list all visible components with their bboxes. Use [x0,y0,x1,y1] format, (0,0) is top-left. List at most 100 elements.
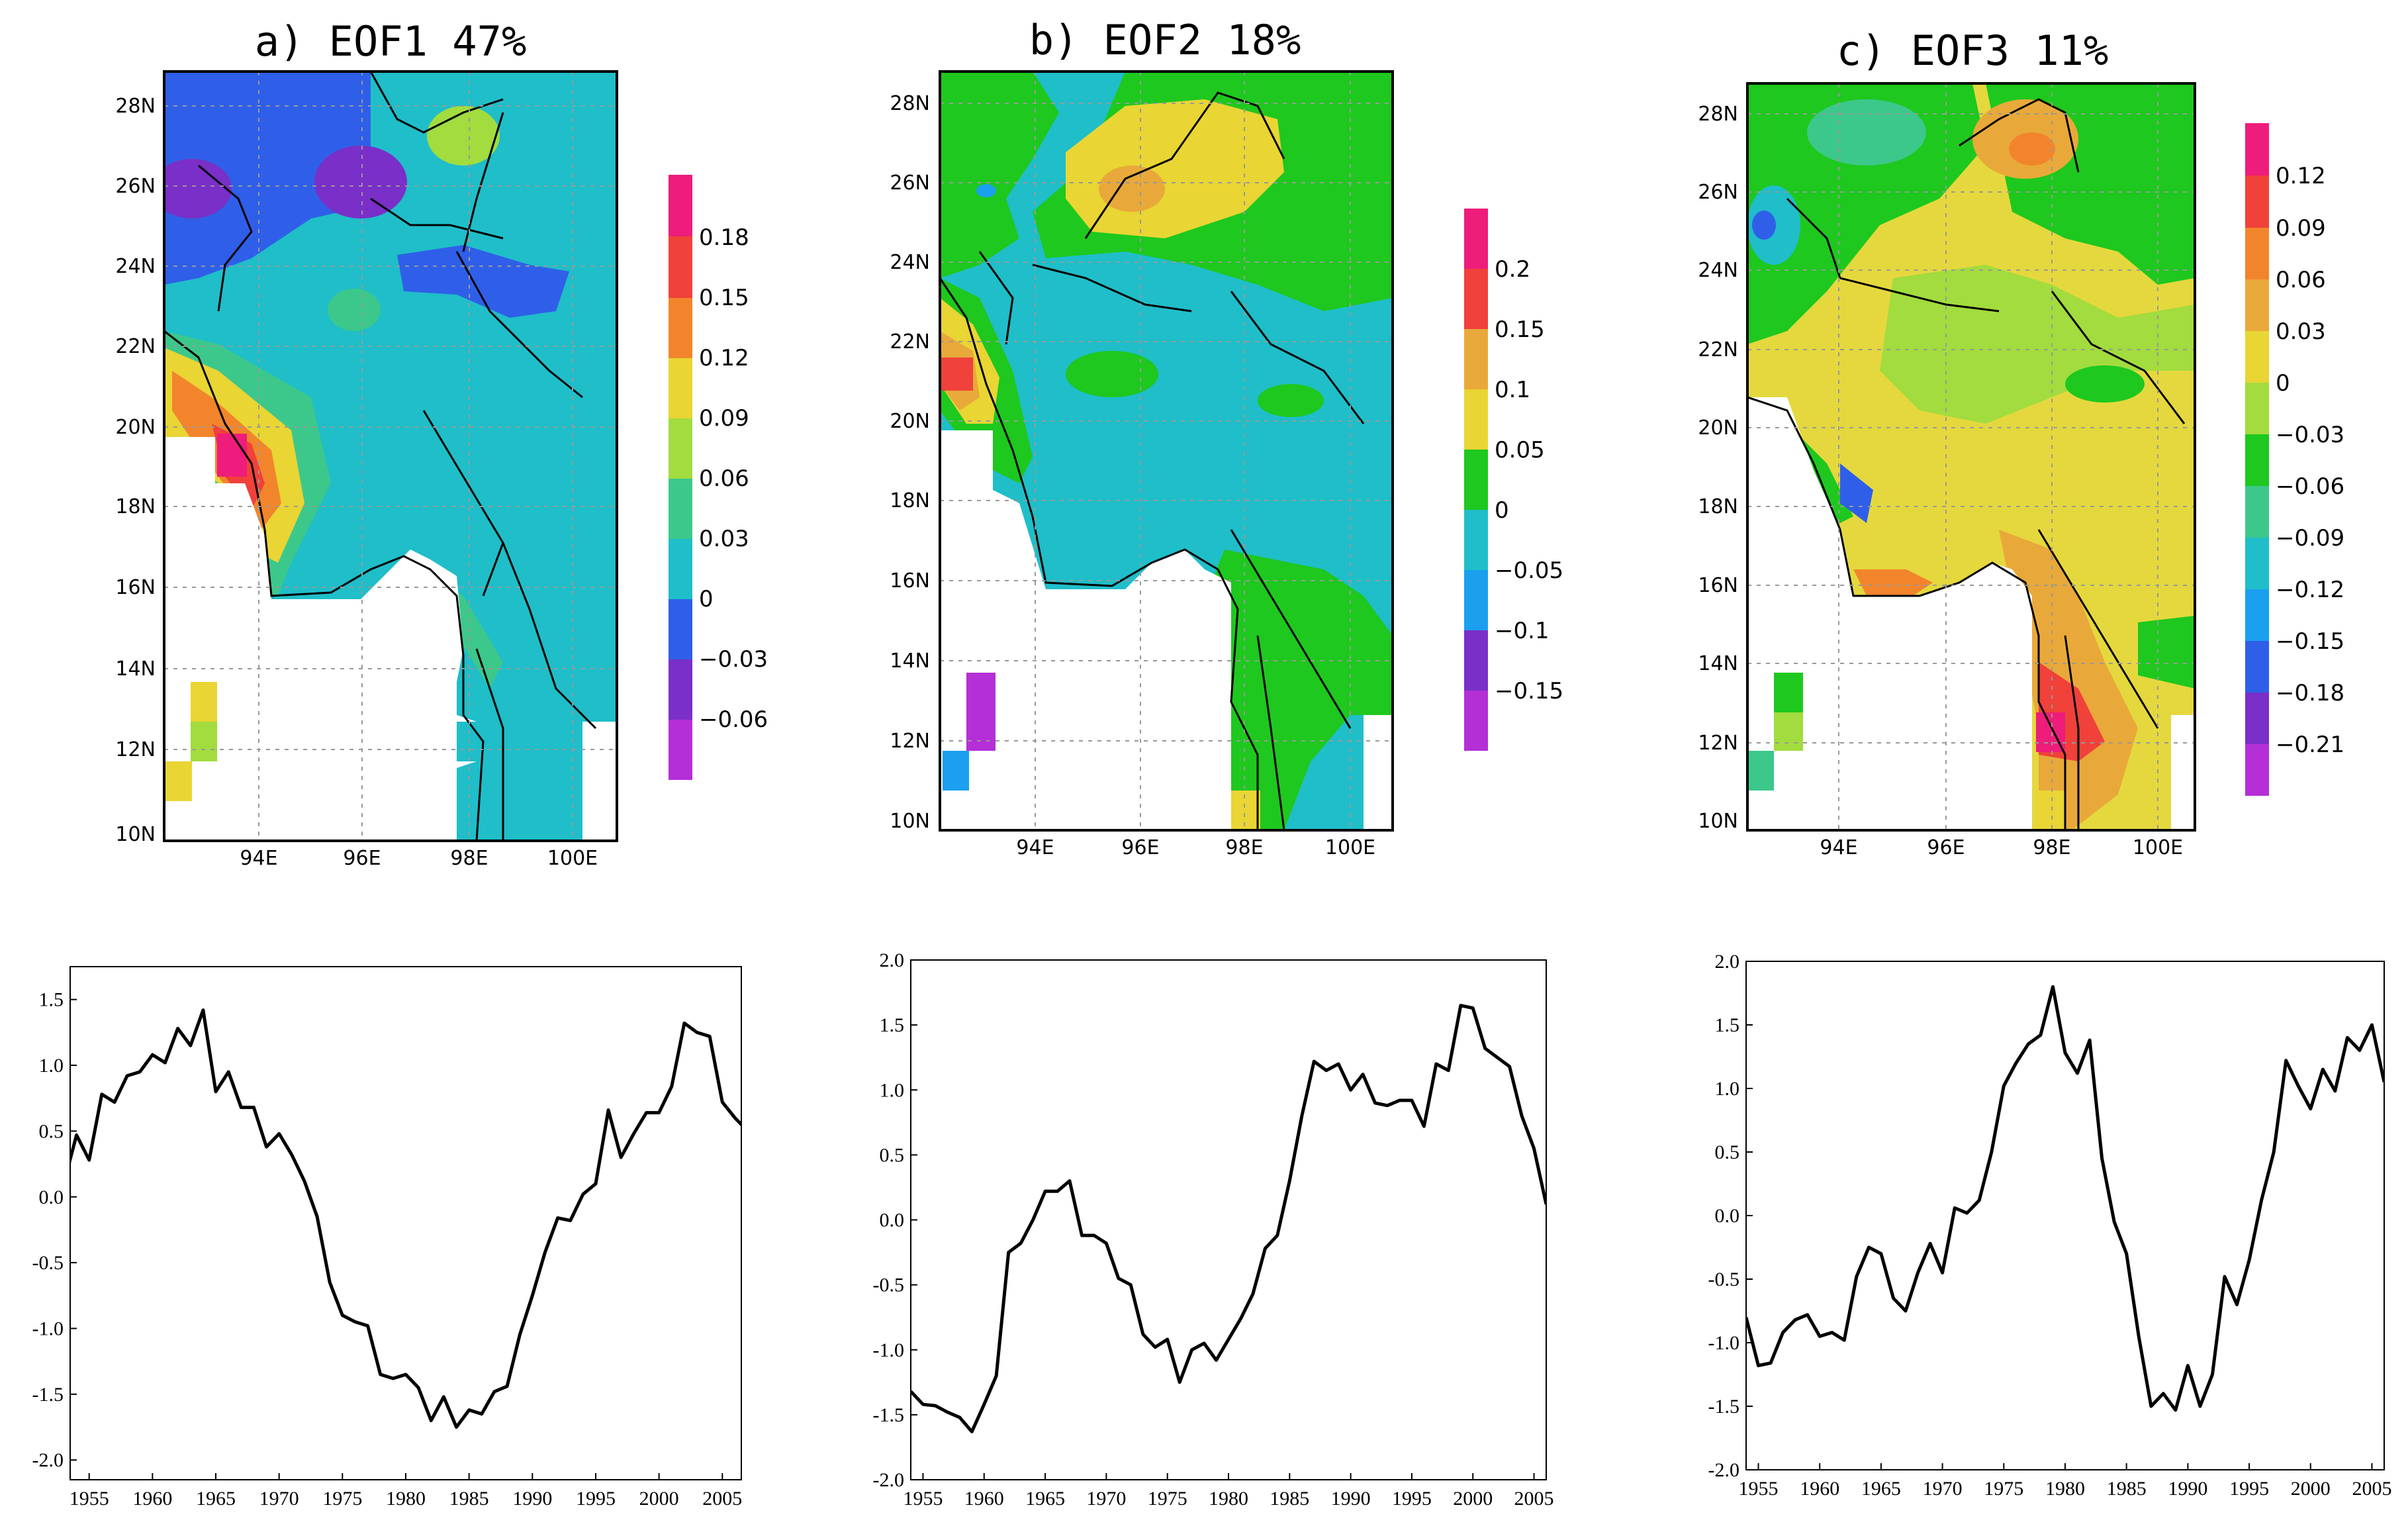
lat-tick-label: 16N [115,576,156,599]
lat-tick-labels: 28N 26N 24N 22N 20N 18N 16N 14N 12N 10N [890,92,930,833]
lon-tick-label: 98E [1225,836,1263,859]
x-tick-label: 1975 [322,1488,362,1510]
lat-tick-label: 10N [115,823,156,846]
lon-tick-label: 100E [547,847,598,870]
x-tick-label: 1975 [1984,1478,2023,1500]
x-tick-label: 2005 [1514,1488,1554,1510]
lat-tick-label: 12N [890,730,930,753]
lat-tick-label: 28N [115,95,156,118]
contour-coast-red [940,358,973,391]
x-tick-label: 1960 [132,1488,172,1510]
contour-green-patch [2065,365,2145,403]
map-title-eof1: a) EOF1 47% [255,17,527,66]
lat-tick-labels: 28N 26N 24N 22N 20N 18N 16N 14N 12N 10N [1698,103,1738,833]
plot-frame [910,959,1547,1480]
contour-teal-north [1807,99,1926,166]
y-tick-label: 2.0 [880,949,905,971]
colorbar-tick-label: −0.18 [2276,680,2344,706]
x-tick-label: 1965 [1861,1478,1901,1500]
map-panel-eof2: b) EOF2 18% [890,16,1563,859]
colorbar-tick-label: −0.03 [699,646,768,673]
ocean-se-notch [2171,715,2195,830]
y-tick-label: 0.5 [1715,1141,1740,1163]
lat-tick-label: 26N [115,175,156,198]
colorbar-tick-label: −0.06 [699,706,768,733]
colorbar-segment [2245,279,2269,331]
land-andaman-top [191,682,217,722]
map-frame [939,70,1394,832]
lat-tick-labels: 28N 26N 24N 22N 20N 18N 16N 14N 12N 10N [115,95,156,846]
colorbar-segment [1464,691,1488,751]
grid-lines [940,72,1393,830]
colorbar-segment [2245,589,2269,641]
colorbar-tick-label: 0.1 [1495,377,1530,403]
y-tick-label: -2.0 [1708,1459,1740,1481]
colorbar-tick-label: 0.12 [699,345,749,371]
x-tick-label: 2005 [702,1488,742,1510]
y-tick-label: 1.0 [1715,1078,1740,1100]
colorbar-segment [669,298,692,358]
colorbar-tick-label: 0 [2276,370,2290,397]
series-line [911,1004,1546,1433]
x-tick-label: 1985 [2107,1478,2147,1500]
colorbar-segment [669,236,692,298]
colorbar-tick-label: 0.2 [1495,256,1530,283]
lon-tick-label: 96E [343,847,381,870]
y-tick-label: 2.0 [1715,951,1740,973]
lon-tick-label: 96E [1927,836,1965,859]
x-tick-label: 1970 [259,1488,299,1510]
colorbar-tick-label: −0.05 [1495,557,1563,584]
y-tick-label: -1.5 [1708,1396,1740,1418]
lon-tick-label: 98E [450,847,488,870]
x-tick-label: 1985 [449,1488,489,1510]
colorbar-segment [1464,209,1488,269]
plot-frame [1745,961,2385,1470]
x-tick-label: 2005 [2352,1478,2391,1500]
border-lines [978,91,1365,830]
colorbar-eof1: 0.18 0.15 0.12 0.09 0.06 0.03 0 −0.03 −0… [669,175,768,780]
contour-green-north [328,289,381,331]
coastline [164,330,485,841]
grid-lines [164,72,617,841]
y-tick-label: -0.5 [1708,1269,1740,1290]
colorbar-segment [669,599,692,659]
x-tick-label: 1955 [1739,1478,1779,1500]
y-tick-label: -2.0 [873,1469,905,1491]
land-andaman-purple [966,673,996,751]
x-tick-label: 2000 [1453,1488,1493,1510]
ocean-se-notch [582,722,617,841]
lon-tick-labels: 94E 96E 98E 100E [1016,836,1375,859]
contour-green-centre [1880,265,2195,424]
colorbar-segment [2245,175,2269,228]
colorbar-tick-label: 0.03 [2276,318,2326,345]
lat-tick-label: 22N [115,335,156,358]
colorbar-segment [669,539,692,599]
colorbar-tick-label: 0 [1495,497,1509,524]
y-tick-label: -0.5 [32,1252,64,1274]
lon-tick-label: 94E [240,847,277,870]
ocean-mask [164,437,477,841]
colorbar-segment [669,720,692,780]
colorbar-eof3: 0.12 0.09 0.06 0.03 0 −0.03 −0.06 −0.09 … [2245,123,2344,796]
colorbar-segment [1464,389,1488,450]
map-panel-eof3: c) EOF3 11% [1698,26,2344,859]
y-tick-label: -1.0 [873,1339,905,1361]
colorbar-segment [2245,538,2269,589]
series-line [1746,985,2384,1412]
colorbar-segment [669,418,692,479]
lat-tick-label: 12N [115,738,156,761]
border-lines [1786,98,2186,830]
colorbar-segment [2245,486,2269,538]
y-tick-label: 1.5 [39,989,64,1011]
colorbar-tick-label: −0.03 [2276,422,2344,448]
colorbar-tick-label: 0.05 [1495,437,1545,463]
colorbar-segment [1464,510,1488,570]
colorbar-tick-label: 0.15 [699,285,749,311]
y-tick-label: 0.0 [880,1210,905,1231]
x-tick-label: 1990 [512,1488,552,1510]
lat-tick-label: 14N [1698,652,1738,675]
contour-orange-core [2009,132,2055,166]
